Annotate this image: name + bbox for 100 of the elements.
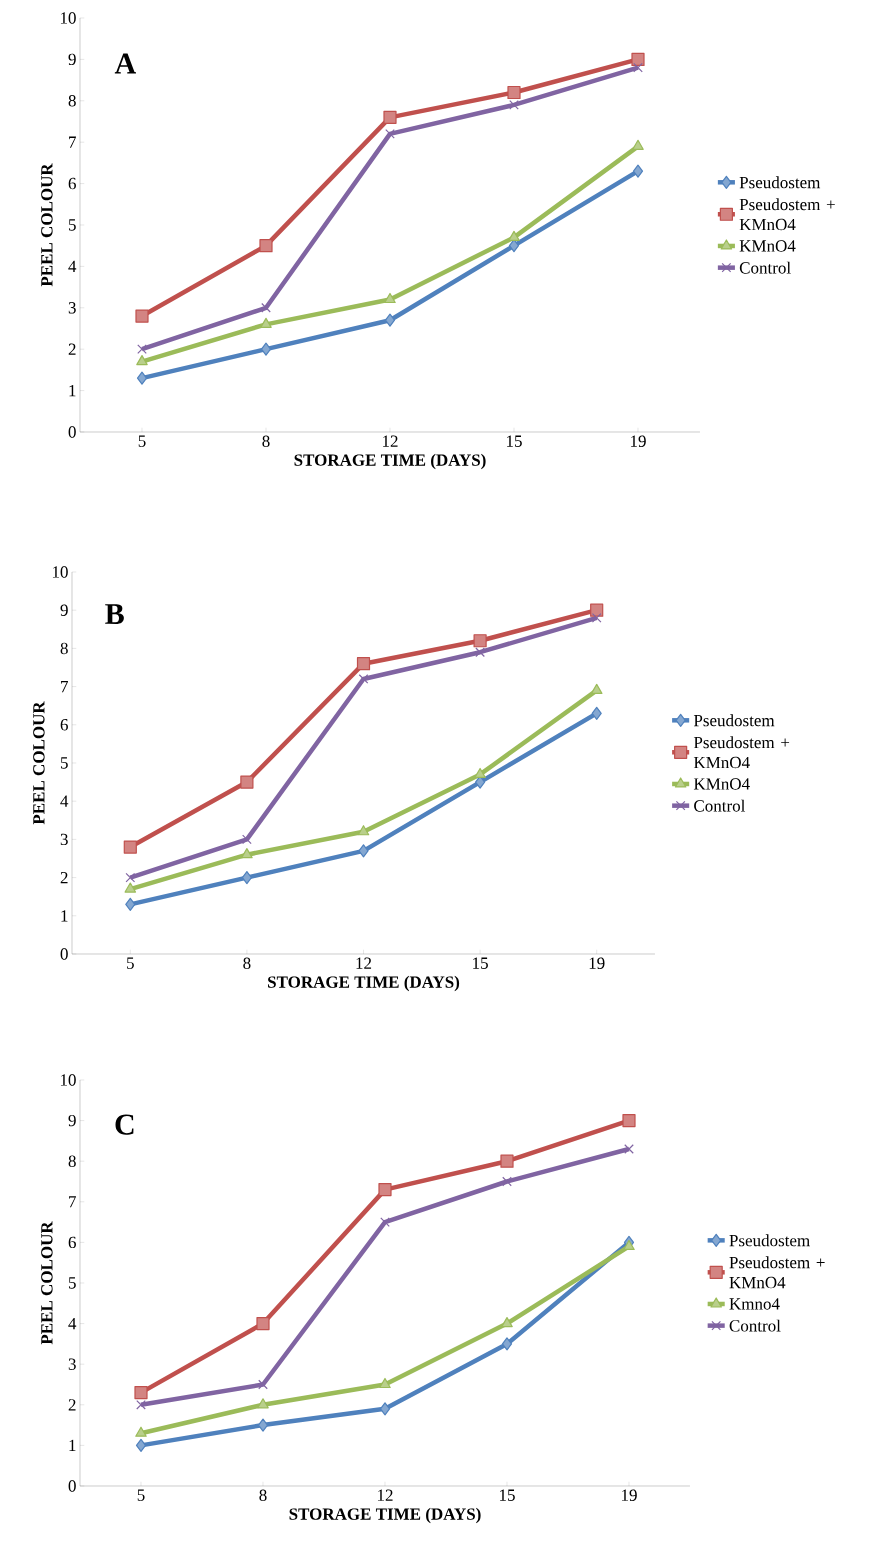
y-axis-title: PEEL COLOUR — [41, 1221, 53, 1345]
legend-label: Control — [739, 261, 791, 274]
point — [259, 239, 273, 253]
y-tick-label: 4 — [60, 795, 69, 807]
annotation: A — [114, 53, 136, 74]
point — [135, 309, 149, 323]
y-tick-label: 7 — [61, 681, 68, 693]
x-axis-title: STORAGE TIME (DAYS) — [268, 975, 460, 992]
y-tick-label: 10 — [60, 12, 76, 24]
legend-label: Pseudostem — [693, 714, 775, 727]
point — [624, 1144, 634, 1154]
point — [379, 1377, 391, 1389]
point — [261, 302, 271, 313]
x-tick-label: 12 — [382, 435, 398, 447]
y-tick-label: 3 — [60, 833, 68, 846]
x-tick-label: 5 — [138, 435, 146, 447]
point — [124, 882, 137, 893]
point — [241, 870, 252, 885]
annotation: C — [115, 1114, 134, 1135]
point — [508, 239, 520, 253]
point — [500, 1154, 514, 1168]
y-axis-title: PEEL COLOUR — [33, 701, 45, 825]
point — [240, 775, 254, 789]
point — [508, 230, 520, 241]
x-tick-label: 15 — [506, 435, 522, 447]
point — [501, 1337, 513, 1351]
point — [136, 1399, 146, 1410]
point — [256, 1316, 270, 1331]
x-tick-label: 8 — [262, 435, 270, 447]
point — [591, 706, 602, 720]
y-axis-title: PEEL COLOUR — [41, 163, 53, 287]
point — [358, 844, 369, 858]
point — [125, 897, 136, 911]
y-tick-label: 1 — [61, 910, 68, 922]
y-tick-label: 0 — [68, 1480, 76, 1492]
y-tick-label: 6 — [60, 719, 68, 731]
point — [260, 342, 272, 356]
y-tick-label: 10 — [60, 1074, 76, 1086]
y-tick-label: 6 — [68, 1236, 76, 1249]
y-tick-label: 9 — [68, 53, 76, 66]
point — [380, 1217, 390, 1227]
legend-label: Control — [729, 1319, 781, 1332]
y-tick-label: 3 — [68, 302, 76, 314]
point — [357, 825, 370, 836]
point — [632, 164, 644, 178]
y-tick-label: 7 — [69, 136, 76, 148]
point — [632, 139, 644, 150]
point — [475, 647, 485, 658]
legend-label: Kmno4 — [729, 1298, 780, 1310]
x-tick-label: 15 — [473, 957, 488, 969]
point — [384, 313, 396, 327]
y-tick-label: 4 — [68, 1318, 77, 1330]
legend-label: KMnO4 — [693, 778, 750, 790]
point — [136, 371, 148, 385]
annotation: B — [105, 604, 124, 624]
y-tick-label: 9 — [68, 1114, 76, 1127]
point — [242, 834, 252, 845]
point — [125, 872, 136, 883]
point — [241, 848, 253, 859]
point — [590, 603, 604, 617]
point — [257, 1398, 269, 1409]
y-tick-label: 1 — [69, 1439, 76, 1452]
point — [622, 1113, 636, 1128]
point — [135, 1438, 147, 1452]
point — [358, 674, 369, 684]
y-tick-label: 5 — [60, 757, 68, 769]
x-tick-label: 19 — [589, 957, 605, 969]
point — [633, 62, 643, 73]
x-tick-label: 12 — [377, 1489, 393, 1501]
point — [378, 1183, 392, 1197]
point — [473, 634, 487, 648]
point — [631, 52, 645, 66]
x-tick-label: 5 — [127, 957, 134, 969]
x-tick-label: 15 — [499, 1489, 515, 1501]
point — [590, 683, 603, 695]
point — [591, 612, 602, 623]
y-tick-label: 5 — [68, 1277, 76, 1289]
point — [123, 840, 137, 854]
y-tick-label: 8 — [60, 642, 68, 655]
x-axis-title: STORAGE TIME (DAYS) — [289, 1507, 481, 1524]
point — [385, 129, 395, 139]
y-tick-label: 8 — [68, 95, 76, 107]
legend-label: Control — [694, 799, 746, 812]
point — [501, 1316, 513, 1328]
point — [502, 1176, 512, 1187]
y-tick-label: 5 — [68, 219, 76, 231]
x-axis-title: STORAGE TIME (DAYS) — [294, 453, 486, 470]
point — [136, 355, 148, 366]
y-tick-label: 2 — [68, 1399, 76, 1411]
point — [257, 1418, 269, 1432]
y-tick-label: 1 — [69, 384, 76, 397]
point — [509, 100, 519, 110]
point — [623, 1239, 635, 1251]
y-tick-label: 0 — [60, 948, 68, 960]
point — [507, 85, 521, 100]
legend-label: Pseudostem + KMnO4 — [729, 1256, 825, 1289]
y-tick-label: 0 — [68, 426, 76, 438]
x-tick-label: 8 — [259, 1489, 267, 1502]
point — [384, 292, 396, 304]
x-tick-label: 12 — [356, 957, 372, 969]
